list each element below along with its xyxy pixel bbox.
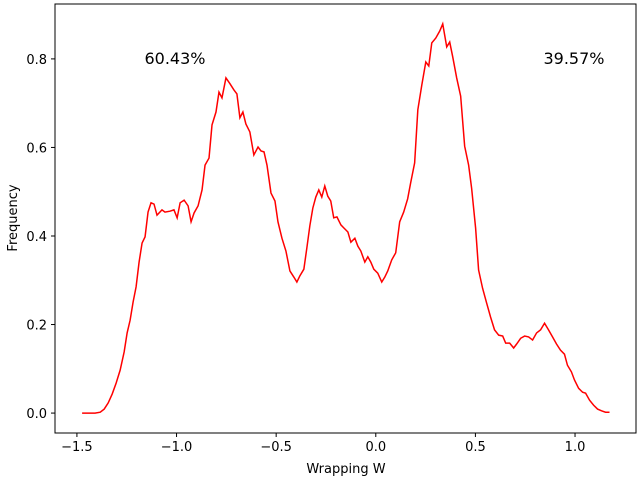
y-tick-label: 0.0 bbox=[26, 407, 47, 422]
annotation: 39.57% bbox=[543, 49, 604, 68]
x-tick-label: 1.0 bbox=[565, 440, 586, 455]
y-tick-label: 0.4 bbox=[26, 230, 47, 245]
x-axis-label: Wrapping W bbox=[306, 462, 385, 477]
annotation: 60.43% bbox=[144, 49, 205, 68]
plot-frame bbox=[54, 3, 637, 434]
x-tick-label: 0.0 bbox=[365, 440, 386, 455]
y-tick-label: 0.8 bbox=[26, 53, 47, 68]
x-tick-label: −1.5 bbox=[61, 440, 93, 455]
y-tick-label: 0.6 bbox=[26, 141, 47, 156]
x-tick-label: 0.5 bbox=[465, 440, 486, 455]
line-series bbox=[82, 21, 610, 414]
y-axis-label: Frequency bbox=[6, 184, 21, 251]
x-tick-label: −0.5 bbox=[260, 440, 292, 455]
x-tick-label: −1.0 bbox=[161, 440, 193, 455]
y-tick-label: 0.2 bbox=[26, 319, 47, 334]
